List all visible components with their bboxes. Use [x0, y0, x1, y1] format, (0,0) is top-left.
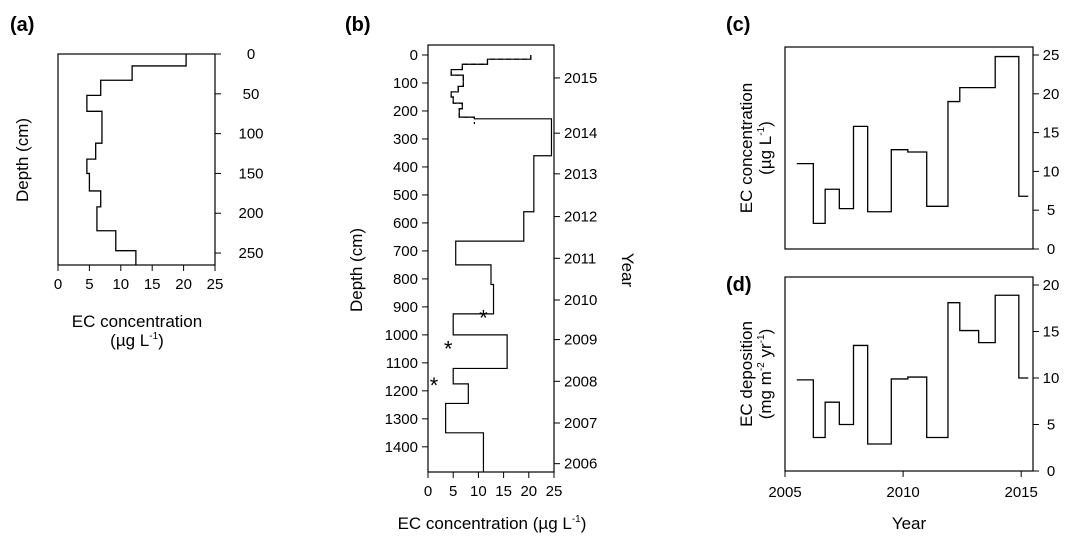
panel-b-frame — [428, 45, 554, 472]
asterisk-marker: * — [479, 306, 488, 331]
x-tick-label: 2010 — [886, 484, 919, 501]
panel-a-x-axis-label: EC concentration — [72, 312, 202, 331]
panel-c-series — [797, 57, 1028, 224]
x-tick-label: 10 — [112, 276, 129, 293]
panel-d-y-ticks: 0 5 10 15 20 — [1033, 277, 1059, 480]
y-tick-label: 700 — [393, 243, 418, 260]
y-tick-label: 1200 — [385, 383, 418, 400]
panel-b: (b) 0 5 10 15 20 25 0100200300400500600700800… — [345, 14, 637, 533]
y-tick-label: 1300 — [385, 411, 418, 428]
y-tick-label: 100 — [393, 75, 418, 92]
y-tick-label: 0 — [1047, 463, 1055, 480]
y-tick-label: 150 — [238, 165, 263, 182]
year-tick-label: 2012 — [564, 209, 597, 226]
panel-c-label: (c) — [726, 14, 750, 36]
panel-c-y-ticks: 0 5 10 15 20 25 — [1033, 47, 1059, 258]
y-tick-label: 0 — [247, 46, 255, 63]
x-tick-label: 20 — [520, 483, 537, 500]
asterisk-marker: * — [444, 336, 453, 361]
panel-a-series — [87, 54, 186, 265]
series-line-solid — [446, 55, 552, 472]
y-tick-label: 1100 — [386, 355, 418, 372]
panel-b-y-axis-label: Depth (cm) — [347, 228, 366, 312]
series-line-0 — [797, 57, 1028, 224]
panel-b-series — [446, 55, 552, 472]
year-tick-label: 2007 — [564, 415, 597, 432]
x-tick-label: 25 — [207, 276, 224, 293]
panel-c-y-axis-label: EC concentration — [737, 83, 756, 213]
y-tick-label: 800 — [393, 271, 418, 288]
panel-c: (c) 0 5 10 15 20 25 EC concentration (µg L-1) — [726, 14, 1059, 258]
x-tick-label: 15 — [144, 276, 161, 293]
y-tick-label: 20 — [1043, 277, 1060, 294]
panel-b-year-ticks: 2015 2014 2013 2012 2011 2010 2009 2008 2007 2006 — [554, 70, 597, 473]
y-tick-label: 5 — [1047, 417, 1055, 434]
year-tick-label: 2011 — [564, 250, 596, 267]
panel-a-x-axis-unit: (µg L-1) — [110, 331, 164, 350]
panel-b-x-axis-label: EC concentration (µg L-1) — [398, 514, 587, 533]
panel-d-series — [797, 295, 1028, 444]
y-tick-label: 15 — [1043, 324, 1060, 341]
x-tick-label: 10 — [470, 483, 487, 500]
x-tick-label: 5 — [85, 276, 93, 293]
y-tick-label: 200 — [238, 205, 263, 222]
y-tick-label: 1400 — [385, 439, 418, 456]
panel-a-y-ticks: 0 50 100 150 200 250 — [215, 46, 264, 262]
panel-d-y-axis-unit: (mg m-2 yr-1) — [756, 329, 775, 420]
y-tick-label: 0 — [1047, 241, 1055, 258]
x-tick-label: 2015 — [1005, 484, 1038, 501]
y-tick-label: 15 — [1043, 125, 1060, 142]
series-line-0 — [797, 295, 1028, 444]
x-tick-label: 15 — [495, 483, 512, 500]
panel-d-label: (d) — [726, 274, 752, 296]
y-tick-label: 25 — [1043, 47, 1060, 64]
y-tick-label: 300 — [393, 131, 418, 148]
panel-b-x-ticks: 0 5 10 15 20 25 — [424, 472, 563, 500]
y-tick-label: 500 — [393, 187, 418, 204]
series-line-0 — [87, 54, 186, 265]
y-tick-label: 10 — [1043, 370, 1060, 387]
x-tick-label: 5 — [449, 483, 457, 500]
y-tick-label: 600 — [393, 215, 418, 232]
panel-b-label: (b) — [345, 14, 371, 36]
x-tick-label: 25 — [546, 483, 563, 500]
x-tick-label: 0 — [424, 483, 432, 500]
panel-d-y-axis-label: EC deposition — [737, 321, 756, 427]
panel-a-frame — [58, 54, 215, 265]
panel-b-right-axis-label: Year — [618, 253, 637, 288]
y-tick-label: 5 — [1047, 202, 1055, 219]
year-tick-label: 2006 — [564, 456, 597, 473]
year-tick-label: 2009 — [564, 332, 597, 349]
year-tick-label: 2014 — [564, 125, 597, 142]
year-tick-label: 2015 — [564, 70, 597, 87]
panel-d-x-axis-label: Year — [892, 514, 927, 533]
year-tick-label: 2008 — [564, 373, 597, 390]
panel-b-y-ticks: 0 100 200 300 400 500 600 700 800 900 1000 1100 1200… — [385, 47, 428, 456]
asterisk-marker: * — [430, 373, 439, 398]
y-tick-label: 900 — [393, 299, 418, 316]
y-tick-label: 250 — [238, 245, 263, 262]
y-tick-label: 100 — [238, 126, 263, 143]
panel-a-label: (a) — [10, 14, 34, 36]
panel-c-y-axis-unit: (µg L-1) — [756, 121, 775, 175]
x-tick-label: 20 — [175, 276, 192, 293]
y-tick-label: 1000 — [385, 327, 418, 344]
y-tick-label: 20 — [1043, 86, 1060, 103]
series-line-dashed — [451, 55, 531, 124]
y-tick-label: 0 — [410, 47, 418, 64]
panel-d-x-ticks: 2005 2010 2015 — [768, 471, 1038, 501]
panel-a-y-axis-label: Depth (cm) — [13, 118, 32, 202]
x-tick-label: 2005 — [768, 484, 801, 501]
year-tick-label: 2010 — [564, 292, 597, 309]
year-tick-label: 2013 — [564, 166, 597, 183]
y-tick-label: 400 — [393, 159, 418, 176]
y-tick-label: 50 — [243, 86, 260, 103]
panel-a-x-ticks: 0 5 10 15 20 25 — [54, 265, 224, 293]
panel-a: (a) 0 5 10 15 20 25 0 50 100 150 200 250 Depth (cm… — [10, 14, 264, 350]
y-tick-label: 10 — [1043, 163, 1060, 180]
x-tick-label: 0 — [54, 276, 62, 293]
y-tick-label: 200 — [393, 103, 418, 120]
